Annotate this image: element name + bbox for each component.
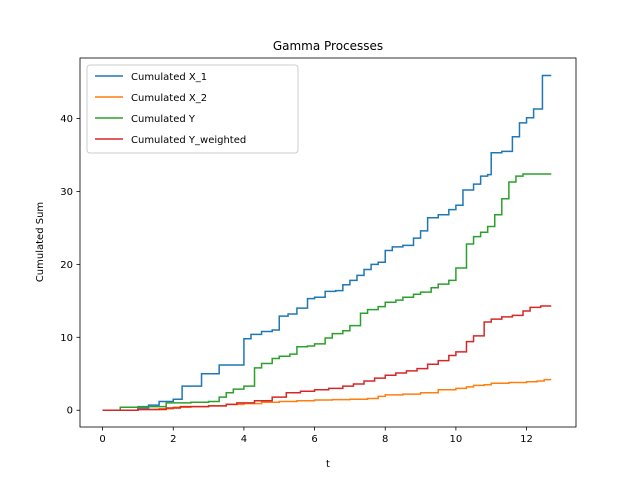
ticks-layer: 0 2 4 6 8 10 12 0 10 20 30 40: [60, 114, 533, 445]
x-axis-label: t: [326, 459, 330, 470]
x-tick-label: 4: [241, 434, 247, 445]
y-axis-label: Cumulated Sum: [35, 202, 46, 282]
legend-label: Cumulated Y_weighted: [131, 135, 246, 146]
y-tick-label: 30: [60, 187, 73, 198]
legend-label: Cumulated X_2: [131, 93, 207, 104]
y-tick-label: 20: [60, 260, 73, 271]
x-tick-label: 0: [99, 434, 105, 445]
legend-label: Cumulated Y: [131, 114, 196, 125]
series-line-3: [102, 173, 552, 411]
series-layer: [102, 74, 552, 411]
x-tick-label: 10: [450, 434, 463, 445]
x-tick-label: 6: [311, 434, 317, 445]
legend-box: [86, 64, 299, 154]
legend: Cumulated X_1 Cumulated X_2 Cumulated Y Cum…: [86, 64, 299, 154]
series-line-1: [102, 74, 552, 411]
series-line-4: [102, 305, 552, 411]
y-tick-label: 0: [67, 406, 73, 417]
y-tick-label: 10: [60, 333, 73, 344]
y-tick-label: 40: [60, 114, 73, 125]
axes-frame: [79, 57, 577, 428]
chart-title: Gamma Processes: [273, 39, 383, 53]
legend-label: Cumulated X_1: [131, 72, 207, 83]
x-tick-label: 2: [170, 434, 176, 445]
x-tick-label: 12: [520, 434, 533, 445]
x-tick-label: 8: [382, 434, 388, 445]
